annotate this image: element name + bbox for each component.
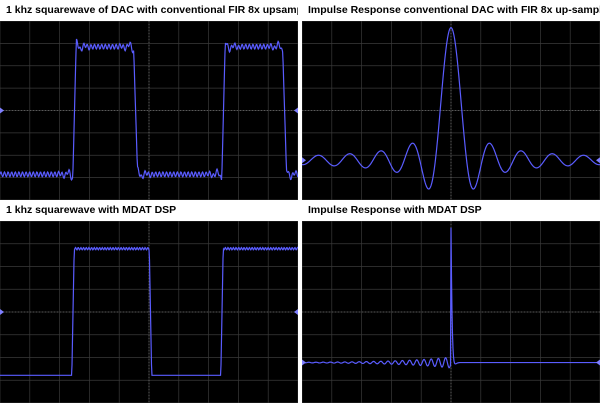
oscilloscope-plot: [302, 21, 600, 200]
chart-title: Impulse Response conventional DAC with F…: [302, 0, 600, 21]
ground-marker: [302, 157, 306, 164]
oscilloscope-plot: [0, 21, 298, 200]
trigger-marker: [294, 107, 298, 114]
trigger-marker: [596, 359, 600, 366]
signal-trace: [302, 26, 600, 190]
signal-trace: [0, 246, 298, 376]
ground-marker: [302, 359, 306, 366]
chart-title: 1 khz squarewave with MDAT DSP: [0, 200, 298, 221]
trigger-marker: [596, 157, 600, 164]
trigger-marker: [294, 309, 298, 315]
oscilloscope-plot: [0, 221, 298, 403]
oscilloscope-plot: [302, 221, 600, 403]
grid: [302, 21, 600, 200]
ground-marker: [0, 309, 4, 315]
ground-marker: [0, 107, 4, 114]
grid: [0, 21, 298, 200]
signal-trace: [0, 38, 298, 182]
chart-title: Impulse Response with MDAT DSP: [302, 200, 600, 221]
chart-title: 1 khz squarewave of DAC with conventiona…: [0, 0, 298, 21]
signal-trace: [302, 227, 600, 369]
